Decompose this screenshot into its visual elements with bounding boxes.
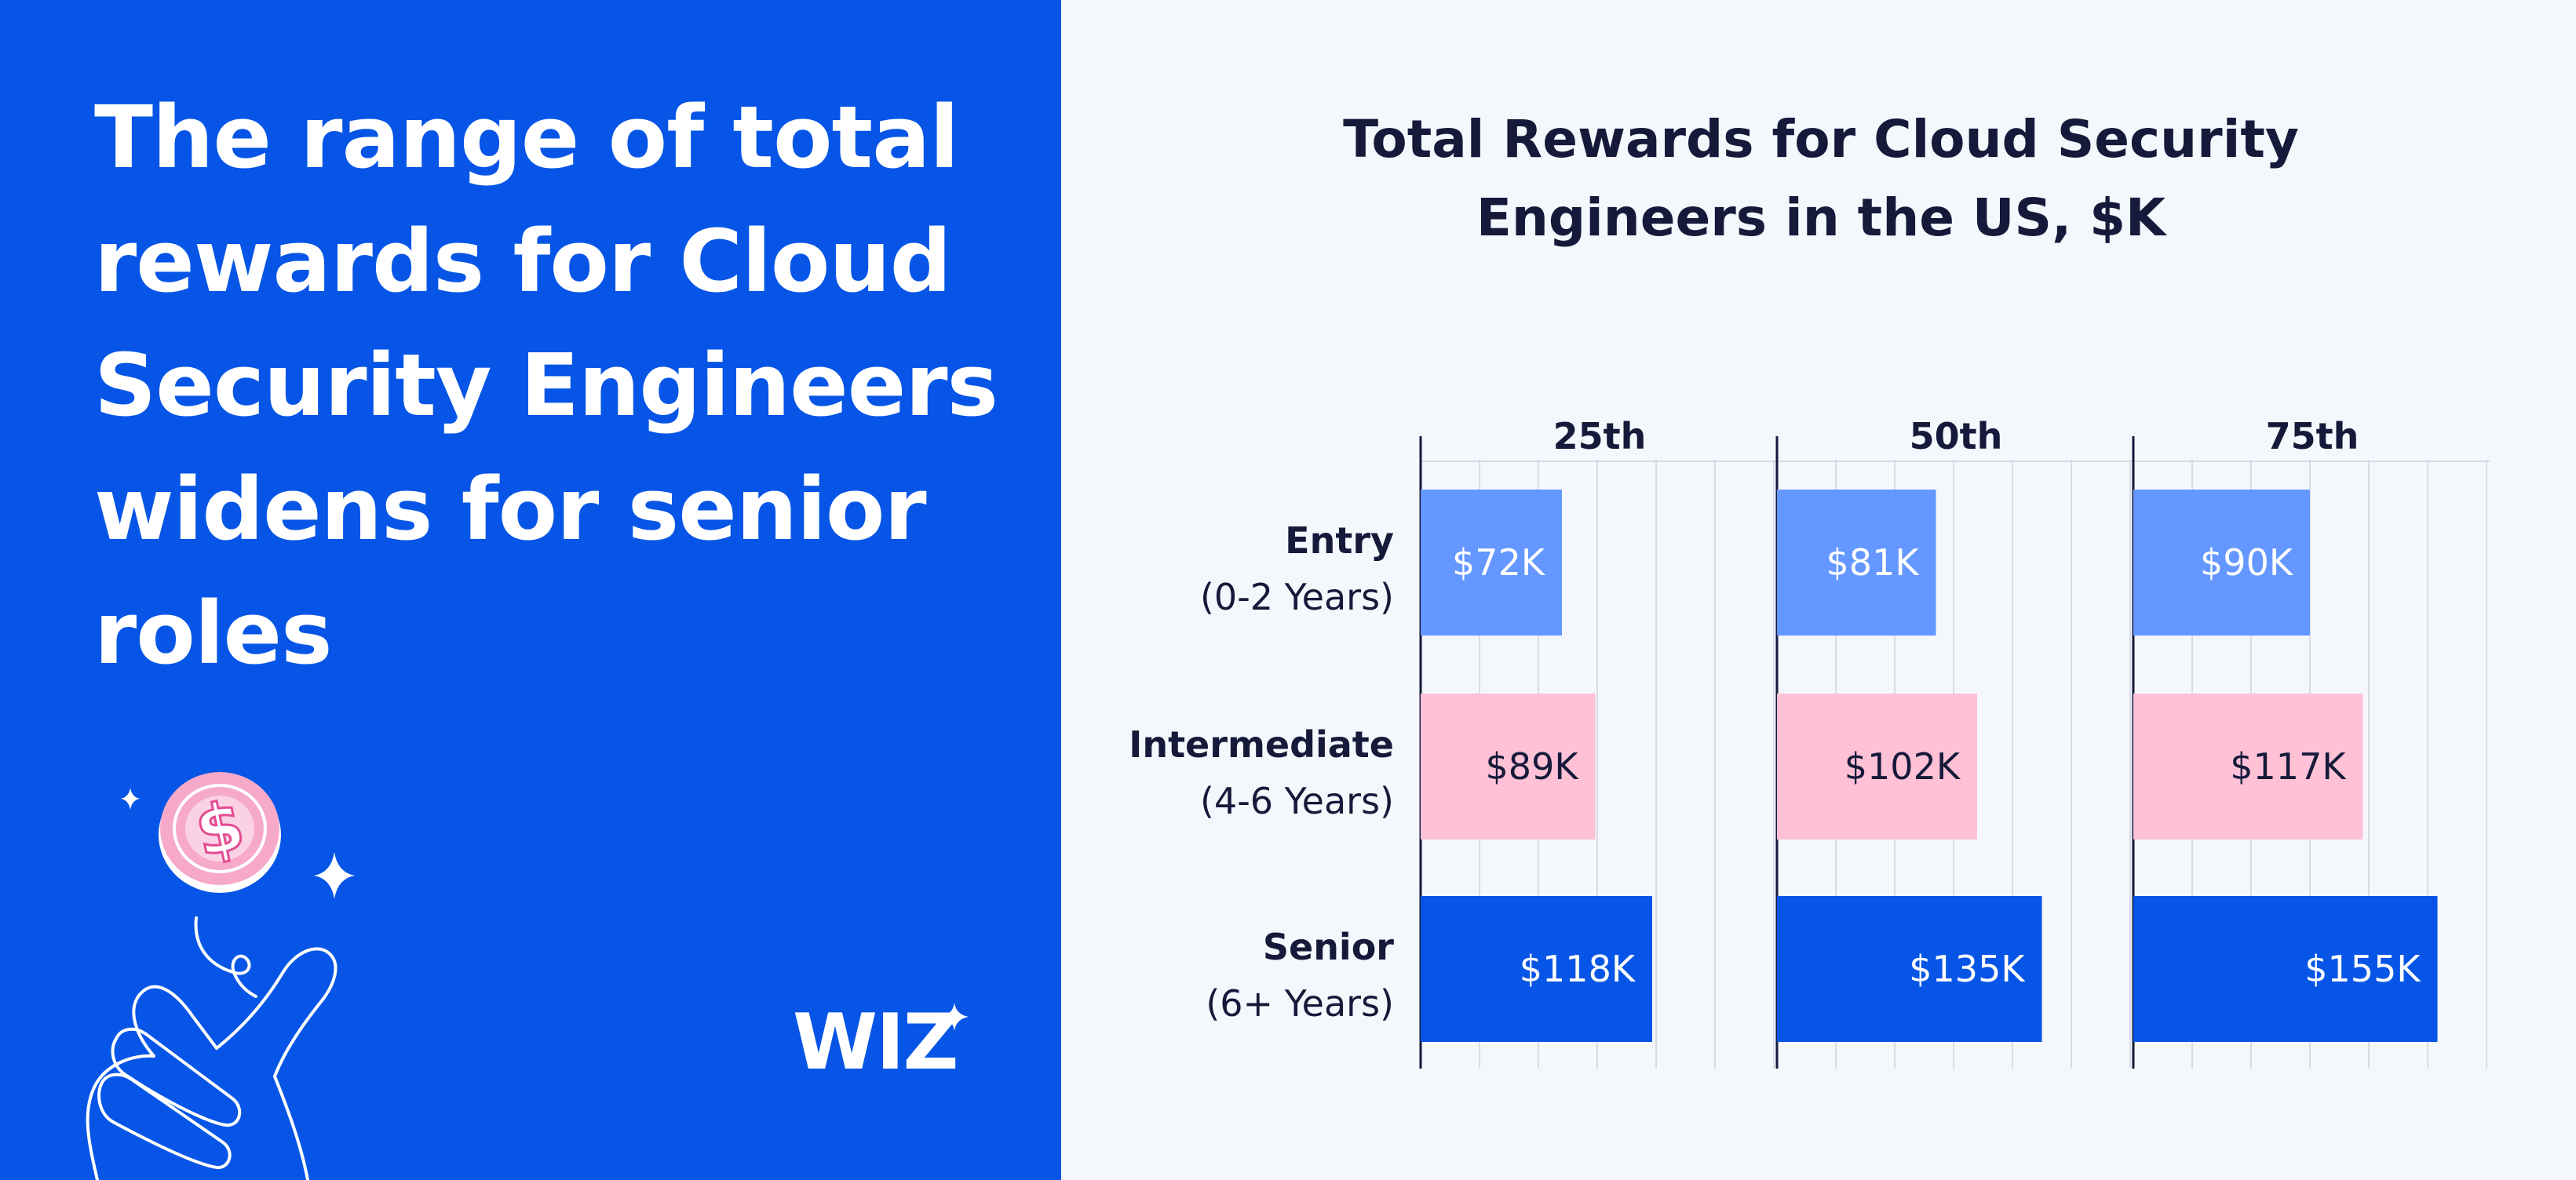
- data-label: $102K: [1844, 745, 1961, 788]
- panel-header: 75th: [2266, 415, 2359, 457]
- bar: [1421, 896, 1652, 1042]
- data-label: $117K: [2230, 745, 2347, 788]
- category-sublabel: (0-2 Years): [1200, 576, 1394, 618]
- illustration: $: [86, 772, 355, 1180]
- hand-flick-icon: [86, 916, 338, 1180]
- bar: [1777, 694, 1977, 839]
- sparkle-icon: [121, 788, 140, 810]
- bar: [1777, 490, 1936, 636]
- data-label: $135K: [1909, 948, 2026, 990]
- data-label: $90K: [2200, 541, 2294, 584]
- data-label: $89K: [1486, 745, 1580, 788]
- bar: [1777, 896, 2042, 1042]
- bar: [2133, 896, 2438, 1042]
- dollar-coin-icon: $: [159, 772, 281, 893]
- category-sublabel: (4-6 Years): [1200, 780, 1394, 822]
- sparkle-icon: [940, 1003, 969, 1031]
- data-label: $72K: [1452, 541, 1546, 584]
- panel-header: 50th: [1910, 415, 2003, 457]
- category-sublabel: (6+ Years): [1206, 982, 1394, 1025]
- headline: The range of total rewards for Cloud Sec…: [94, 87, 998, 683]
- category-label: Senior: [1263, 926, 1394, 968]
- data-label: $81K: [1826, 541, 1921, 584]
- category-label: Intermediate: [1129, 723, 1394, 766]
- sparkle-icon: [314, 852, 355, 899]
- data-label: $118K: [1520, 948, 1636, 990]
- category-label: Entry: [1285, 519, 1394, 562]
- bar: [1421, 490, 1562, 636]
- wiz-logo: WIZ: [793, 998, 959, 1087]
- data-label: $155K: [2304, 948, 2421, 990]
- bar: [2133, 694, 2363, 839]
- bar: [1421, 694, 1596, 839]
- chart-title: Total Rewards for Cloud Security Enginee…: [1343, 109, 2299, 248]
- panel-header: 25th: [1553, 415, 1647, 457]
- bar: [2133, 490, 2310, 636]
- left-panel: The range of total rewards for Cloud Sec…: [0, 0, 1061, 1180]
